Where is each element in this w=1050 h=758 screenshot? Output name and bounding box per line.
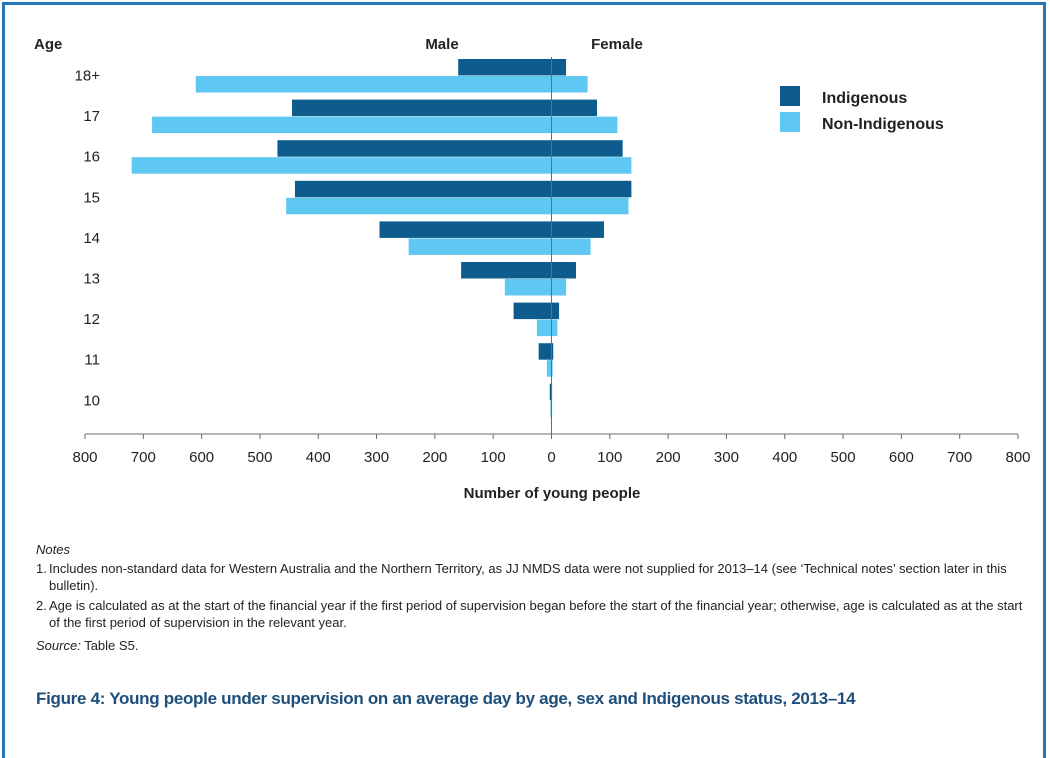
x-tick-label: 100	[597, 449, 622, 466]
age-axis-label: Age	[34, 36, 62, 53]
note-text: Includes non-standard data for Western A…	[49, 561, 1007, 593]
bar-male-non-indigenous-13	[504, 279, 552, 296]
bar-male-indigenous-16	[277, 140, 552, 157]
bar-female-non-indigenous-18+	[551, 76, 588, 93]
bar-male-indigenous-13	[461, 262, 552, 279]
source-text: Table S5.	[84, 638, 139, 653]
bar-female-non-indigenous-15	[551, 197, 629, 215]
figure-caption: Figure 4: Young people under supervision…	[36, 689, 856, 708]
bar-female-indigenous-11	[551, 343, 554, 360]
bar-female-indigenous-13	[551, 262, 576, 279]
bar-male-non-indigenous-14	[408, 238, 552, 255]
x-tick-label: 100	[481, 449, 506, 466]
note-number: 2.	[36, 598, 47, 613]
x-tick-label: 700	[947, 449, 972, 466]
bar-female-non-indigenous-16	[551, 157, 632, 174]
age-tick-label: 10	[83, 392, 100, 409]
age-tick-label: 17	[83, 108, 100, 125]
bar-male-indigenous-18+	[458, 59, 552, 76]
note-item: 2. Age is calculated as at the start of …	[36, 597, 1026, 631]
female-label: Female	[591, 36, 643, 53]
x-axis-title: Number of young people	[464, 485, 641, 502]
age-tick-label: 12	[83, 311, 100, 328]
age-labels-group: 18+ 17 16 15 14 13 12 11 10	[75, 68, 101, 410]
bar-female-non-indigenous-11	[551, 360, 553, 377]
bar-female-indigenous-14	[551, 221, 604, 238]
x-tick-label: 700	[131, 449, 156, 466]
note-text: Age is calculated as at the start of the…	[49, 598, 1023, 630]
x-tick-label: 500	[247, 449, 272, 466]
x-tick-label: 200	[422, 449, 447, 466]
bar-male-indigenous-10	[549, 383, 552, 401]
bar-male-non-indigenous-11	[546, 360, 552, 377]
note-number: 1.	[36, 561, 47, 576]
x-tick-label: 0	[547, 449, 555, 466]
x-tick-label: 600	[889, 449, 914, 466]
note-item: 1. Includes non-standard data for Wester…	[36, 560, 1026, 594]
age-tick-label: 14	[83, 230, 100, 247]
bar-female-indigenous-18+	[551, 59, 567, 76]
age-tick-label: 13	[83, 271, 100, 288]
x-tick-label: 200	[656, 449, 681, 466]
x-tick-label: 300	[364, 449, 389, 466]
bar-male-non-indigenous-15	[286, 197, 552, 215]
population-pyramid-chart: Age Male Female 18+ 17 16 15 14 13 12 11 10 800 7…	[34, 36, 1031, 502]
bar-male-non-indigenous-10	[550, 400, 552, 418]
bars-group	[131, 59, 632, 418]
bar-male-indigenous-12	[513, 302, 552, 320]
bar-male-non-indigenous-12	[536, 319, 552, 337]
age-tick-label: 18+	[75, 68, 101, 85]
x-ticks-group: 800 700 600 500 400 300 200 100 0 100 200 300 400 500…	[72, 434, 1031, 466]
bar-male-indigenous-14	[379, 221, 552, 238]
legend-label-non-indigenous: Non-Indigenous	[822, 116, 944, 133]
male-label: Male	[425, 36, 458, 53]
legend-swatch-indigenous	[780, 86, 800, 106]
legend-swatch-non-indigenous	[780, 112, 800, 132]
bar-female-non-indigenous-14	[551, 238, 591, 255]
bar-female-indigenous-15	[551, 180, 632, 198]
x-tick-label: 800	[72, 449, 97, 466]
bar-male-indigenous-17	[292, 99, 552, 117]
bar-female-non-indigenous-12	[551, 319, 558, 337]
x-tick-label: 600	[189, 449, 214, 466]
x-tick-label: 300	[714, 449, 739, 466]
legend: Indigenous Non-Indigenous	[780, 86, 944, 133]
bar-female-indigenous-16	[551, 140, 623, 157]
source-line: Source: Table S5.	[36, 638, 138, 653]
bar-male-non-indigenous-18+	[195, 76, 552, 93]
notes-section: Notes 1. Includes non-standard data for …	[36, 541, 1026, 634]
notes-title: Notes	[36, 542, 70, 557]
bar-female-indigenous-12	[551, 302, 560, 320]
x-tick-label: 800	[1005, 449, 1030, 466]
age-tick-label: 15	[83, 189, 100, 206]
source-label: Source:	[36, 638, 81, 653]
age-tick-label: 16	[83, 149, 100, 166]
bar-male-non-indigenous-17	[152, 116, 552, 134]
bar-female-indigenous-17	[551, 99, 597, 117]
x-tick-label: 400	[772, 449, 797, 466]
legend-label-indigenous: Indigenous	[822, 90, 907, 107]
bar-female-non-indigenous-17	[551, 116, 618, 134]
bar-female-non-indigenous-13	[551, 279, 567, 296]
x-tick-label: 400	[306, 449, 331, 466]
x-tick-label: 500	[831, 449, 856, 466]
bar-male-non-indigenous-16	[131, 157, 552, 174]
bar-male-indigenous-11	[538, 343, 552, 360]
bar-male-indigenous-15	[294, 180, 552, 198]
age-tick-label: 11	[84, 352, 100, 369]
